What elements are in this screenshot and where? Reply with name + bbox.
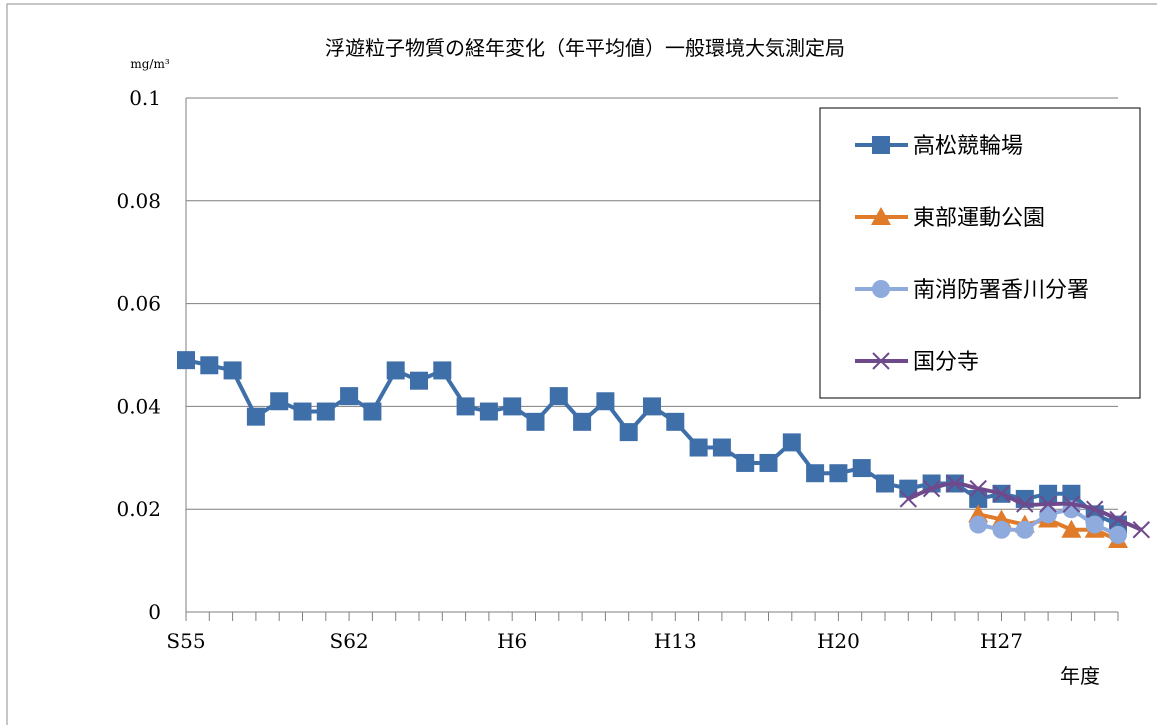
data-point xyxy=(619,423,638,442)
data-point xyxy=(806,464,825,483)
x-tick-label: S55 xyxy=(166,629,205,653)
series-3 xyxy=(899,474,1151,539)
data-point xyxy=(759,453,778,472)
y-tick-label: 0.04 xyxy=(116,394,161,418)
legend-label: 東部運動公園 xyxy=(913,206,1045,231)
data-point xyxy=(946,474,964,493)
data-point xyxy=(1061,519,1082,538)
chart-title: 浮遊粒子物質の経年変化（年平均値）一般環境大気測定局 xyxy=(325,36,845,60)
data-point xyxy=(969,515,988,534)
y-axis-tick-labels: 0 0.02 0.04 0.06 0.08 0.1 xyxy=(116,86,161,624)
data-point xyxy=(363,402,382,421)
data-point xyxy=(456,397,475,416)
data-point xyxy=(1039,484,1058,503)
y-tick-label: 0.08 xyxy=(116,189,161,213)
data-point xyxy=(1109,510,1127,529)
data-point xyxy=(876,474,894,493)
legend-marker xyxy=(872,136,890,154)
data-point xyxy=(1109,525,1127,544)
legend-entry: 南消防署香川分署 xyxy=(855,278,1089,303)
legend-marker xyxy=(872,280,890,298)
x-tick-label: H13 xyxy=(654,629,697,653)
data-point xyxy=(689,438,708,457)
series-2 xyxy=(969,500,1127,544)
data-point xyxy=(433,361,452,380)
data-point xyxy=(1015,520,1034,539)
data-point xyxy=(410,371,428,390)
x-axis-label: 年度 xyxy=(1060,664,1100,688)
y-tick-label: 0.02 xyxy=(116,497,161,521)
legend-entry: 高松競輪場 xyxy=(855,134,1023,159)
data-point xyxy=(596,392,615,411)
data-point xyxy=(922,479,941,498)
data-point xyxy=(316,402,335,421)
data-point xyxy=(246,407,265,426)
data-point xyxy=(969,479,987,498)
legend-entry: 東部運動公園 xyxy=(855,206,1045,231)
data-point xyxy=(1062,484,1081,503)
legend-marker xyxy=(872,352,890,370)
data-point xyxy=(666,412,685,431)
data-point xyxy=(200,356,219,375)
data-point xyxy=(992,485,1011,503)
data-point xyxy=(736,453,755,472)
legend-marker xyxy=(871,207,891,225)
data-point xyxy=(1062,495,1081,513)
legend-box xyxy=(819,107,1141,399)
axes xyxy=(185,98,1119,621)
legend-entry: 国分寺 xyxy=(855,350,979,375)
data-point xyxy=(526,412,545,431)
y-tick-label: 0.06 xyxy=(116,292,161,316)
data-point xyxy=(1016,495,1034,513)
data-point xyxy=(782,433,801,452)
plot-series xyxy=(177,351,1151,549)
data-point xyxy=(573,412,592,431)
y-tick-label: 0.1 xyxy=(129,86,161,110)
y-axis-unit-label: mg/m³ xyxy=(130,57,169,71)
data-point xyxy=(899,490,918,508)
data-point xyxy=(479,402,498,421)
data-point xyxy=(549,387,568,406)
x-tick-label: H27 xyxy=(980,629,1023,653)
y-tick-label: 0 xyxy=(148,600,161,624)
x-axis-tick-labels: S55 S62 H6 H13 H20 H27 xyxy=(166,629,1023,653)
data-point xyxy=(992,520,1011,539)
data-point xyxy=(712,438,731,457)
data-point xyxy=(223,361,242,380)
data-point xyxy=(1039,495,1057,513)
x-tick-label: H6 xyxy=(497,629,527,653)
data-point xyxy=(270,392,289,411)
data-point xyxy=(852,459,871,478)
legend-label: 南消防署香川分署 xyxy=(913,278,1089,303)
data-point xyxy=(340,387,359,406)
data-point xyxy=(177,351,195,370)
data-point xyxy=(643,397,661,416)
data-point xyxy=(829,464,848,483)
legend-label: 高松競輪場 xyxy=(913,134,1023,159)
data-point xyxy=(503,397,522,416)
legend-label: 国分寺 xyxy=(913,350,979,375)
x-tick-label: H20 xyxy=(817,629,860,653)
data-point xyxy=(1132,521,1151,539)
x-tick-label: S62 xyxy=(330,629,369,653)
data-point xyxy=(386,361,405,380)
data-point xyxy=(293,402,312,421)
data-point xyxy=(1085,500,1104,518)
data-point xyxy=(1085,515,1104,534)
data-point xyxy=(1039,505,1058,524)
